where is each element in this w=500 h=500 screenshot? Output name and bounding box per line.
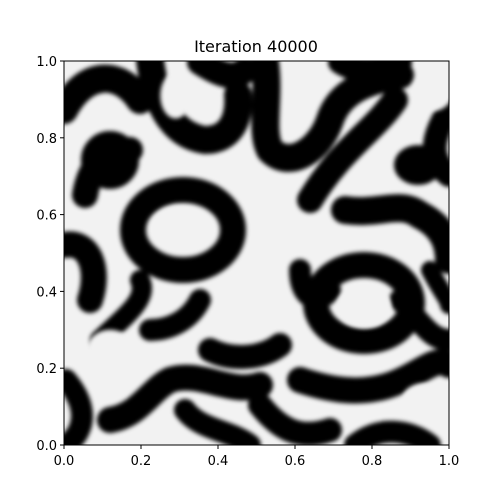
x-tick-label: 0.6 bbox=[285, 454, 306, 469]
x-tick-label: 0.8 bbox=[362, 454, 383, 469]
light-blob-3 bbox=[414, 72, 449, 111]
x-tick-label: 1.0 bbox=[439, 454, 460, 469]
light-blob-5 bbox=[402, 383, 442, 415]
y-tick-label: 1.0 bbox=[36, 55, 57, 70]
x-tick-label: 0.4 bbox=[208, 454, 229, 469]
y-axis: 0.0 0.2 0.4 0.6 0.8 1.0 bbox=[36, 55, 64, 454]
y-tick-label: 0.8 bbox=[36, 132, 57, 147]
light-blob-0 bbox=[152, 206, 207, 246]
y-tick-label: 0.0 bbox=[36, 439, 57, 454]
y-tick-label: 0.6 bbox=[36, 209, 57, 224]
x-tick-label: 0.2 bbox=[131, 454, 152, 469]
x-tick-label: 0.0 bbox=[54, 454, 75, 469]
light-phase-blobs bbox=[87, 72, 449, 415]
heatmap-image bbox=[64, 61, 449, 445]
light-blob-4 bbox=[160, 72, 192, 119]
y-tick-label: 0.2 bbox=[36, 362, 57, 377]
x-axis: 0.0 0.2 0.4 0.6 0.8 1.0 bbox=[54, 445, 460, 469]
y-tick-label: 0.4 bbox=[36, 285, 57, 300]
light-blob-2 bbox=[87, 329, 134, 369]
plot-frame bbox=[63, 60, 450, 446]
light-blob-1 bbox=[337, 285, 392, 328]
chart-title: Iteration 40000 bbox=[194, 37, 318, 56]
